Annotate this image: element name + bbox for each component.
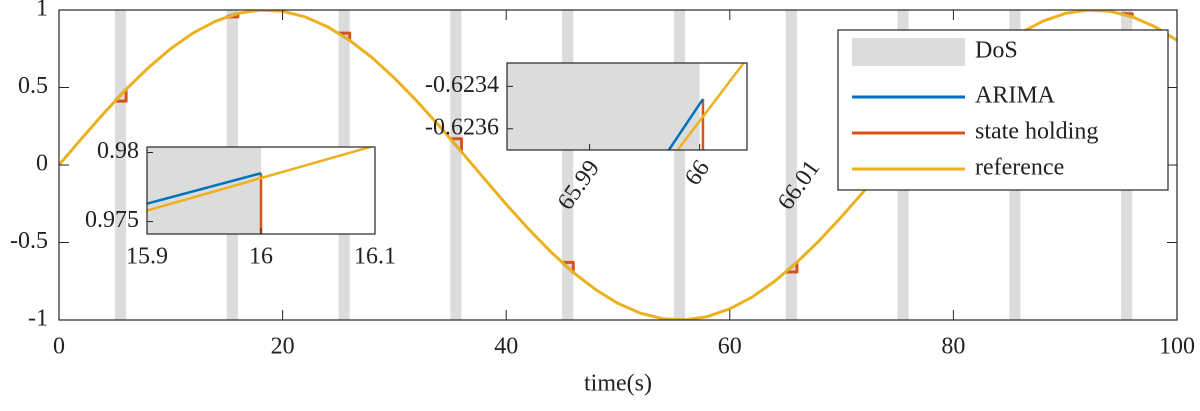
- x-tick-label: 0: [53, 334, 65, 360]
- y-tick-label: -0.6234: [425, 72, 499, 98]
- y-tick-label: 0.5: [18, 73, 48, 99]
- dos-interval: [562, 10, 574, 320]
- dos-interval: [147, 147, 261, 234]
- y-tick-label: 0.975: [85, 207, 139, 233]
- inset-plot: [147, 147, 375, 234]
- x-tick-label: 60: [718, 334, 742, 360]
- y-tick-label: -0.6236: [425, 114, 499, 140]
- y-tick-label: -1: [28, 306, 48, 332]
- legend-swatch: [852, 38, 965, 66]
- y-tick-label: -0.5: [10, 228, 48, 254]
- x-axis-label: time(s): [584, 371, 652, 397]
- x-tick-label: 66.01: [773, 156, 825, 215]
- series-line: [147, 147, 375, 212]
- inset-plot: [507, 63, 745, 150]
- series-line: [147, 172, 262, 205]
- dos-interval: [785, 10, 797, 320]
- x-tick-label: 65.99: [553, 156, 605, 215]
- series-line: [667, 98, 704, 150]
- legend-label: ARIMA: [975, 83, 1056, 109]
- y-tick-label: 0.98: [97, 138, 139, 164]
- series-line: [676, 63, 745, 150]
- dos-interval: [450, 10, 462, 320]
- x-tick-label: 66: [680, 156, 715, 191]
- legend-label: state holding: [975, 119, 1098, 145]
- dos-interval: [673, 10, 686, 320]
- dos-interval: [114, 10, 127, 320]
- x-tick-label: 16.1: [354, 244, 396, 270]
- x-tick-label: 15.9: [126, 244, 168, 270]
- x-tick-label: 80: [941, 334, 965, 360]
- x-tick-label: 40: [494, 334, 518, 360]
- dos-interval: [507, 63, 700, 150]
- y-tick-label: 1: [36, 0, 48, 22]
- x-tick-label: 100: [1159, 334, 1195, 360]
- y-tick-label: 0: [36, 151, 48, 177]
- legend-label: DoS: [975, 38, 1018, 64]
- x-tick-label: 16: [249, 244, 273, 270]
- inset-box: [506, 62, 748, 151]
- legend-label: reference: [975, 155, 1064, 181]
- x-tick-label: 20: [271, 334, 295, 360]
